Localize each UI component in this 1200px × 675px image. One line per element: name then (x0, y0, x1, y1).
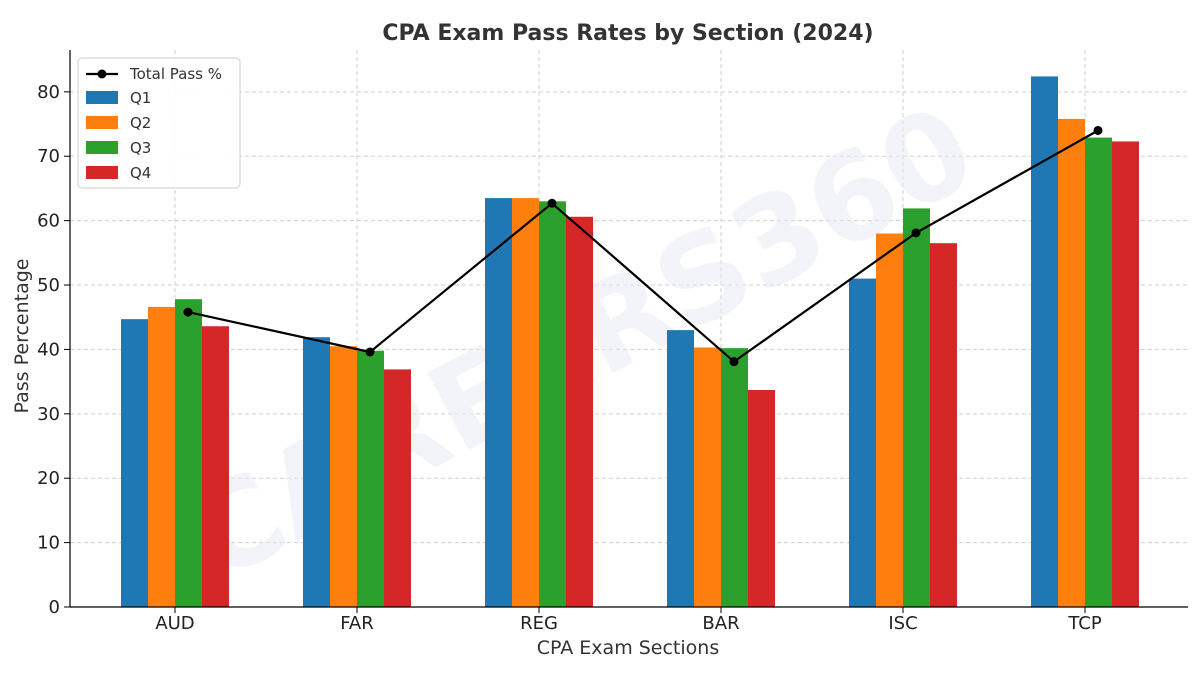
legend-swatch-q4 (86, 166, 118, 179)
bar-q4-reg (566, 216, 593, 608)
legend: Total Pass % Q1 Q2 Q3 Q4 (77, 57, 241, 189)
total-pass-line (183, 125, 1103, 367)
point-total-reg (547, 198, 557, 208)
y-tick-label: 70 (37, 146, 60, 167)
legend-label-q3: Q3 (130, 139, 151, 157)
legend-label-q1: Q1 (130, 89, 151, 107)
bar-q1-far (303, 337, 330, 607)
bar-q4-far (384, 369, 411, 607)
y-tick-label: 10 (37, 533, 60, 554)
legend-line-marker (97, 69, 107, 79)
bar-q3-bar (721, 348, 748, 607)
axes (69, 50, 1188, 608)
bar-q4-tcp (1112, 141, 1139, 607)
bar-q3-tcp (1085, 137, 1112, 607)
bar-q4-bar (748, 389, 775, 607)
bar-q4-isc (930, 243, 957, 607)
x-axis-label: CPA Exam Sections (537, 637, 719, 659)
bar-q3-aud (175, 299, 202, 607)
bar-q2-isc (876, 233, 903, 607)
chart-title: CPA Exam Pass Rates by Section (2024) (382, 21, 873, 46)
legend-swatch-q3 (86, 141, 118, 154)
bars (121, 76, 1139, 608)
point-total-bar (729, 357, 739, 367)
y-tick-label: 30 (37, 404, 60, 425)
legend-swatch-q2 (86, 116, 118, 129)
bar-q3-isc (903, 208, 930, 608)
bar-q2-tcp (1058, 118, 1085, 608)
x-tick-label: REG (520, 613, 558, 634)
bar-q1-bar (667, 330, 694, 607)
bar-q3-reg (539, 201, 566, 607)
point-total-aud (183, 307, 193, 317)
bar-q2-bar (694, 347, 721, 607)
y-tick-label: 0 (49, 597, 60, 618)
x-tick-label: BAR (702, 613, 739, 634)
legend-label-q4: Q4 (130, 164, 151, 182)
bar-q4-aud (202, 326, 229, 607)
bar-q1-isc (849, 278, 876, 607)
y-tick-label: 50 (37, 275, 60, 296)
bar-q2-reg (512, 198, 539, 607)
x-tick-label: TCP (1067, 613, 1102, 634)
point-total-tcp (1093, 125, 1103, 135)
bar-q2-far (330, 346, 357, 607)
line-total-pass (187, 129, 1099, 364)
y-axis-label: Pass Percentage (11, 259, 33, 414)
ticks: 0 10 20 30 40 50 60 70 80 AUD FAR REG BAR ISC TCP (37, 82, 1102, 634)
point-total-isc (911, 228, 921, 238)
x-tick-label: ISC (888, 613, 917, 634)
y-tick-label: 80 (37, 82, 60, 103)
x-tick-label: FAR (340, 613, 374, 634)
legend-label-total: Total Pass % (129, 65, 222, 83)
bar-q3-far (357, 350, 384, 607)
bar-q1-aud (121, 319, 148, 607)
point-total-far (365, 347, 375, 357)
legend-box (77, 57, 241, 189)
bar-q1-reg (485, 198, 512, 607)
y-tick-label: 60 (37, 211, 60, 232)
y-tick-label: 20 (37, 468, 60, 489)
legend-label-q2: Q2 (130, 114, 151, 132)
y-tick-label: 40 (37, 339, 60, 360)
legend-swatch-q1 (86, 91, 118, 104)
x-tick-label: AUD (155, 613, 194, 634)
bar-q2-aud (148, 306, 175, 607)
